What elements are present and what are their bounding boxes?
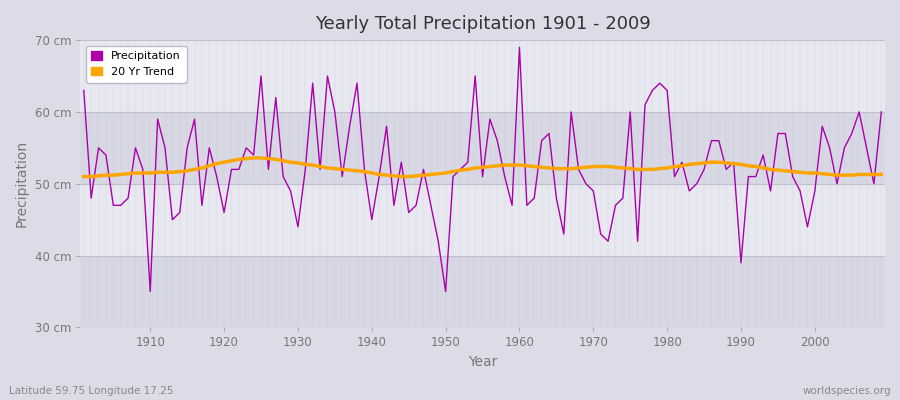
Legend: Precipitation, 20 Yr Trend: Precipitation, 20 Yr Trend <box>86 46 186 82</box>
Bar <box>80 256 885 328</box>
X-axis label: Year: Year <box>468 355 497 369</box>
Y-axis label: Precipitation: Precipitation <box>15 140 29 227</box>
Bar <box>80 40 885 112</box>
Text: Latitude 59.75 Longitude 17.25: Latitude 59.75 Longitude 17.25 <box>9 386 174 396</box>
Text: worldspecies.org: worldspecies.org <box>803 386 891 396</box>
Bar <box>80 184 885 256</box>
Title: Yearly Total Precipitation 1901 - 2009: Yearly Total Precipitation 1901 - 2009 <box>315 15 651 33</box>
Bar <box>80 112 885 184</box>
